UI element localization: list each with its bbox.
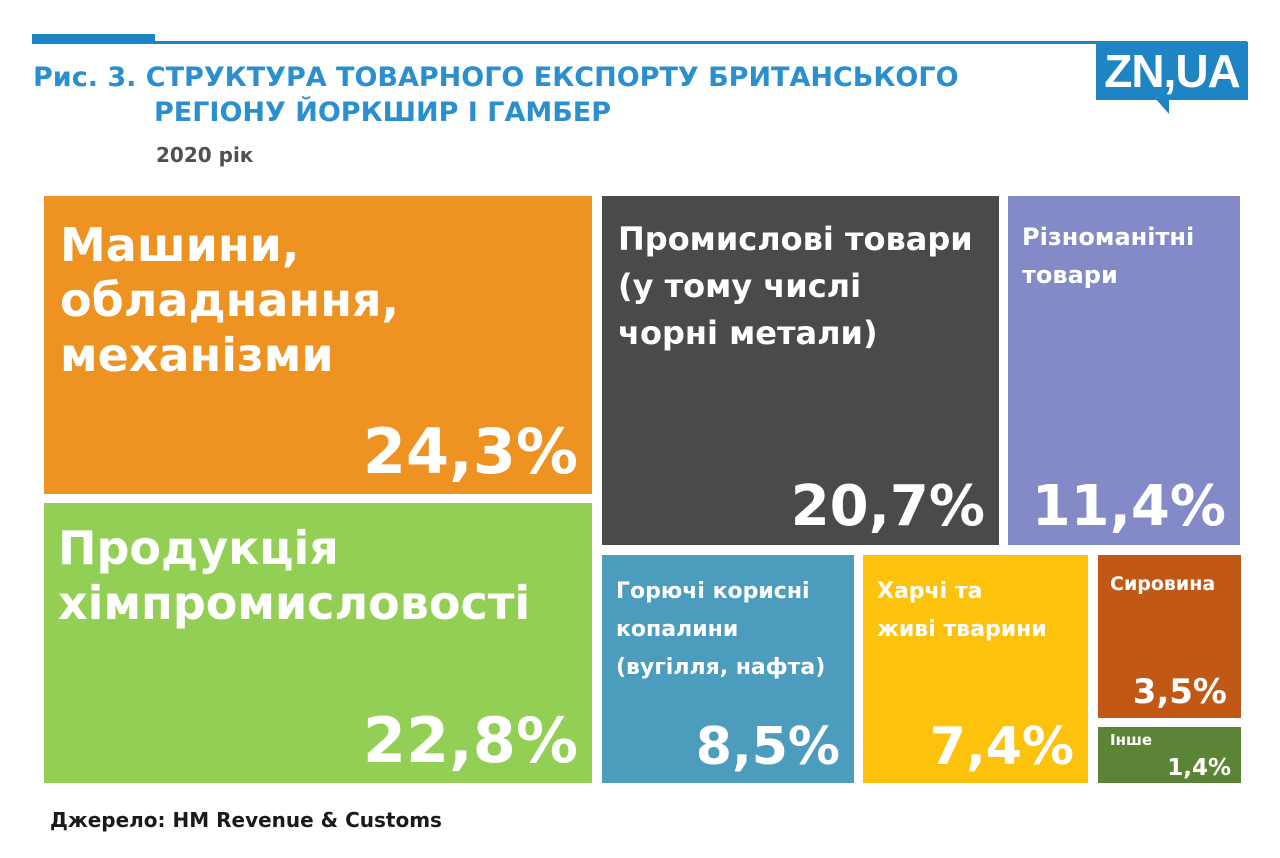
title-line-2: РЕГІОНУ ЙОРКШИР І ГАМБЕР	[154, 97, 612, 128]
title-line-1: Рис. 3. СТРУКТУРА ТОВАРНОГО ЕКСПОРТУ БРИ…	[33, 62, 959, 93]
treemap-value-fuels: 8,5%	[695, 717, 840, 777]
treemap-cell-manufactured: Промислові товари (у тому числі чорні ме…	[602, 196, 999, 545]
treemap-label-raw: Сировина	[1110, 573, 1216, 595]
treemap-label-misc: Різноманітні товари	[1022, 223, 1195, 289]
treemap-value-chemicals: 22,8%	[362, 704, 578, 777]
treemap-cell-machinery: Машини, обладнання, механізми 24,3%	[44, 196, 592, 494]
header-rule	[32, 41, 1247, 44]
treemap-value-manufactured: 20,7%	[790, 474, 985, 539]
chart-subtitle: 2020 рік	[156, 143, 254, 167]
header-accent-bar	[32, 34, 155, 44]
treemap-value-other: 1,4%	[1167, 755, 1231, 781]
treemap-label-other: Інше	[1110, 731, 1153, 749]
treemap-label-food: Харчі та живі тварини	[877, 579, 1047, 642]
treemap-label-fuels: Горючі корисні копалини (вугілля, нафта)	[616, 579, 826, 680]
treemap-cell-raw: Сировина 3,5%	[1098, 555, 1241, 718]
treemap-value-food: 7,4%	[929, 717, 1074, 777]
treemap-value-machinery: 24,3%	[362, 415, 578, 488]
treemap-value-misc: 11,4%	[1031, 474, 1226, 539]
treemap-cell-fuels: Горючі корисні копалини (вугілля, нафта)…	[602, 555, 854, 783]
treemap-value-raw: 3,5%	[1132, 672, 1227, 712]
source-note: Джерело: HM Revenue & Customs	[50, 808, 442, 832]
treemap-label-chemicals: Продукція хімпромисловості	[58, 521, 531, 630]
logo-tail-shape	[1155, 98, 1169, 114]
treemap-label-machinery: Машини, обладнання, механізми	[60, 218, 400, 382]
treemap-label-manufactured: Промислові товари (у тому числі чорні ме…	[618, 220, 973, 352]
treemap-cell-other: Інше 1,4%	[1098, 727, 1241, 783]
zn-ua-logo: ZN,UA	[1096, 42, 1248, 100]
chart-title: Рис. 3. СТРУКТУРА ТОВАРНОГО ЕКСПОРТУ БРИ…	[33, 60, 959, 130]
treemap-cell-chemicals: Продукція хімпромисловості 22,8%	[44, 503, 592, 783]
treemap-cell-misc: Різноманітні товари 11,4%	[1008, 196, 1240, 545]
treemap-cell-food: Харчі та живі тварини 7,4%	[863, 555, 1088, 783]
